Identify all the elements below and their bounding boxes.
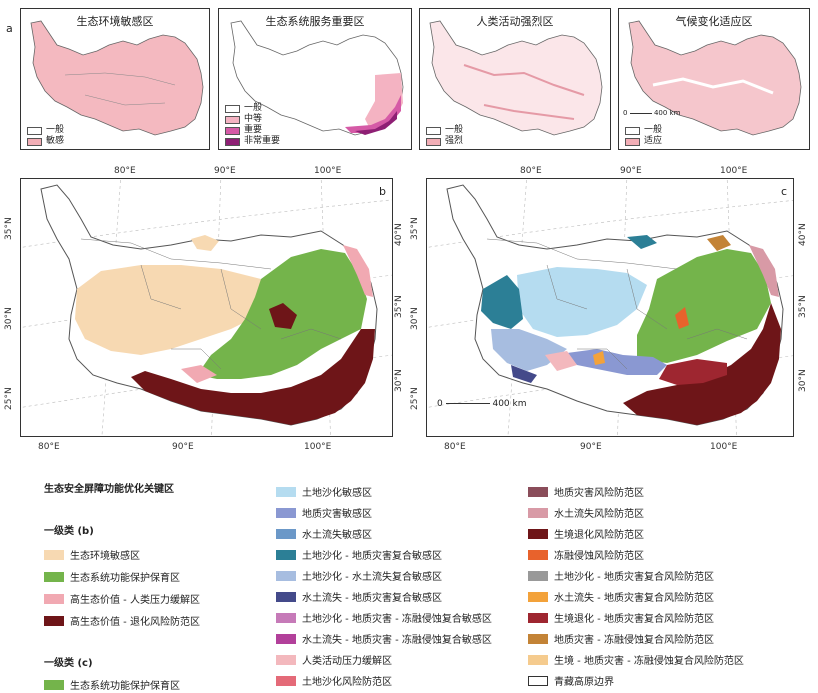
legend-item: 地质灾害风险防范区 (528, 484, 644, 499)
panel-c-label: c (780, 185, 787, 198)
legend-item: 土地沙化风险防范区 (276, 673, 392, 688)
legend-item: 水土流失敏感区 (276, 526, 372, 541)
map-b-right-tick: 35°N (394, 295, 404, 318)
legend-item: 地质灾害 - 冻融侵蚀复合风险防范区 (528, 631, 714, 646)
map-b-top-tick: 80°E (114, 166, 136, 176)
small-map-ecological-sensitive: 生态环境敏感区 一般 敏感 (20, 8, 210, 150)
legend-item: 生境 - 地质灾害 - 冻融侵蚀复合风险防范区 (528, 652, 744, 667)
map-c-top-tick: 100°E (720, 166, 748, 176)
map-c-bottom-tick: 100°E (710, 442, 738, 452)
map-c-top-tick: 80°E (520, 166, 542, 176)
legend-item: 高生态价值 - 人类压力缓解区 (44, 591, 200, 606)
legend-item: 土地沙化敏感区 (276, 484, 372, 499)
small-map-title: 生态环境敏感区 (76, 15, 154, 28)
legend-item: 水土流失风险防范区 (528, 505, 644, 520)
legend-level1-b-title: 一级类 (b) (44, 526, 94, 537)
scale-bar: 0 400 km (437, 399, 527, 409)
map-b-right-tick: 30°N (394, 369, 404, 392)
map-c-left-tick: 25°N (410, 387, 420, 410)
map-c-right-tick: 35°N (798, 295, 808, 318)
plateau-map (628, 20, 802, 136)
map-b-bottom-tick: 80°E (38, 442, 60, 452)
map-c-bottom-tick: 80°E (444, 442, 466, 452)
map-c-right-tick: 40°N (798, 223, 808, 246)
small-map-title: 生态系统服务重要区 (265, 15, 365, 28)
plateau-map (30, 20, 204, 136)
map-b-bottom-tick: 100°E (304, 442, 332, 452)
legend-item: 高生态价值 - 退化风险防范区 (44, 613, 200, 628)
small-map-human-activity: 人类活动强烈区 一般 强烈 (419, 8, 611, 150)
map-c-left-tick: 30°N (410, 307, 420, 330)
small-map-title: 人类活动强烈区 (476, 15, 554, 28)
legend-item: 水土流失 - 地质灾害 - 冻融侵蚀复合敏感区 (276, 631, 492, 646)
legend-item: 冻融侵蚀风险防范区 (528, 547, 644, 562)
legend-item: 生境退化 - 地质灾害复合风险防范区 (528, 610, 714, 625)
map-c-top-tick: 90°E (620, 166, 642, 176)
legend-item: 土地沙化 - 地质灾害复合风险防范区 (528, 568, 714, 583)
small-map-ecosystem-services: 生态系统服务重要区 一般 中等 重要 非常重要 (218, 8, 412, 150)
legend-item: 生境退化风险防范区 (528, 526, 644, 541)
panel-a-label: a (6, 22, 13, 35)
map-c-right-tick: 30°N (798, 369, 808, 392)
map-c-left-tick: 35°N (410, 217, 420, 240)
map-c-bottom-tick: 90°E (580, 442, 602, 452)
plateau-map-b (21, 179, 392, 436)
legend-item: 地质灾害敏感区 (276, 505, 372, 520)
plateau-map (230, 20, 404, 136)
small-map-legend: 一般 适应 (625, 125, 662, 147)
legend-item: 人类活动压力缓解区 (276, 652, 392, 667)
legend-main-title: 生态安全屏障功能优化关键区 (44, 484, 174, 495)
map-b-right-tick: 40°N (394, 223, 404, 246)
legend-item: 土地沙化 - 地质灾害复合敏感区 (276, 547, 442, 562)
small-map-title: 气候变化适应区 (675, 15, 753, 28)
plateau-map (429, 20, 603, 136)
small-map-legend: 一般 敏感 (27, 125, 64, 147)
map-b-top-tick: 90°E (214, 166, 236, 176)
legend-item: 土地沙化 - 地质灾害 - 冻融侵蚀复合敏感区 (276, 610, 492, 625)
legend-level1-c-title: 一级类 (c) (44, 658, 93, 669)
scale-bar: 0 400 km (623, 109, 681, 117)
map-b-top-tick: 100°E (314, 166, 342, 176)
map-b-bottom-tick: 90°E (172, 442, 194, 452)
legend-item: 水土流失 - 地质灾害复合敏感区 (276, 589, 442, 604)
map-b-left-tick: 30°N (4, 307, 14, 330)
map-c: c 0 400 km (426, 178, 794, 437)
map-b-left-tick: 35°N (4, 217, 14, 240)
panel-b-label: b (379, 185, 386, 198)
legend-item: 青藏高原边界 (528, 673, 614, 688)
legend-item: 生态系统功能保护保育区 (44, 569, 180, 584)
small-map-climate-adaptation: 气候变化适应区 0 400 km 一般 适应 (618, 8, 810, 150)
small-map-legend: 一般 中等 重要 非常重要 (225, 103, 280, 147)
plateau-map-c (427, 179, 793, 436)
map-b: b (20, 178, 393, 437)
small-map-legend: 一般 强烈 (426, 125, 463, 147)
legend-item: 土地沙化 - 水土流失复合敏感区 (276, 568, 442, 583)
legend-item: 生态环境敏感区 (44, 547, 140, 562)
legend-item: 生态系统功能保护保育区 (44, 677, 180, 692)
legend-item: 水土流失 - 地质灾害复合风险防范区 (528, 589, 714, 604)
map-b-left-tick: 25°N (4, 387, 14, 410)
